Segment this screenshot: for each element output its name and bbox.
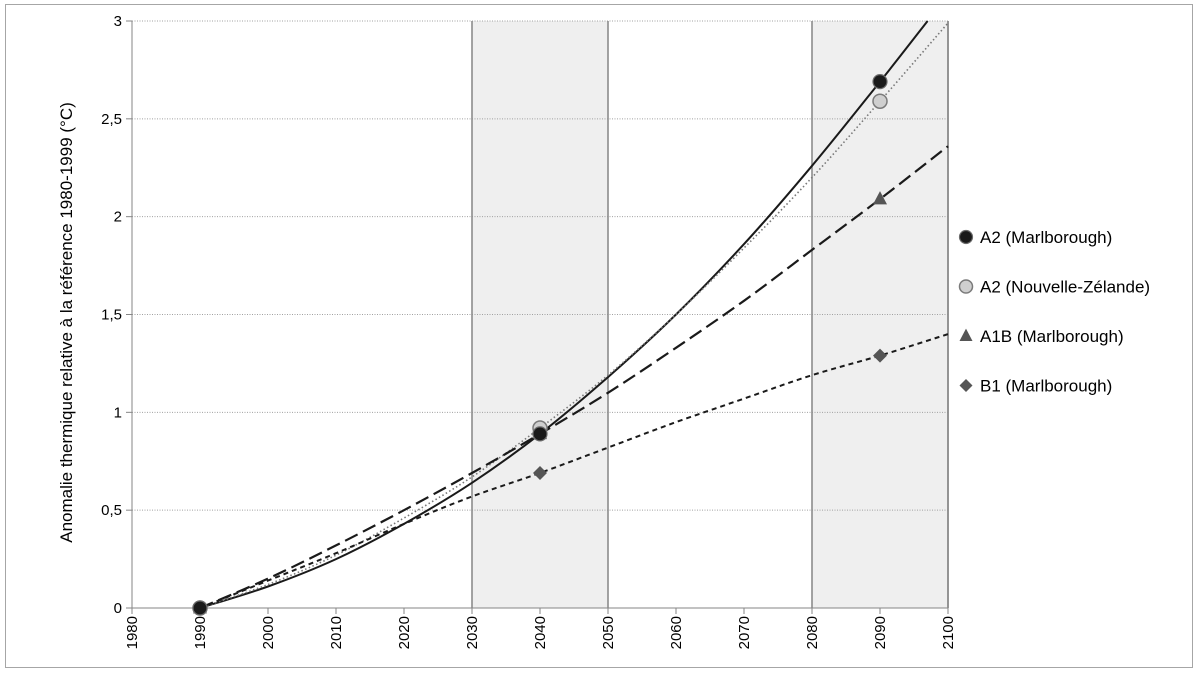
- x-tick-label-2050: 2050: [600, 616, 617, 649]
- series-line-4: [199, 333, 949, 609]
- x-tick-label-2080: 2080: [804, 616, 821, 649]
- y-tick-label-2: 1: [114, 404, 122, 421]
- y-tick-label-6: 3: [114, 13, 122, 30]
- line-chart: 1980 1990 2000 2010 2020 2030 2040 2050 2060 2070…: [57, 13, 1150, 649]
- y-axis-title: Anomalie thermique relative à la référen…: [57, 102, 76, 543]
- legend-marker-3: [959, 328, 973, 341]
- x-tick-labels: 1980 1990 2000 2010 2020 2030 2040 2050 2060 2070…: [124, 608, 957, 649]
- y-tick-label-5: 2,5: [101, 111, 122, 128]
- legend-label-4: B1 (Marlborough): [980, 377, 1112, 396]
- legend: A2 (Marlborough) A2 (Nouvelle-Zélande) A1B…: [958, 228, 1150, 396]
- x-tick-label-1980: 1980: [124, 616, 141, 649]
- x-tick-label-2000: 2000: [260, 616, 277, 649]
- x-tick-label-2040: 2040: [532, 616, 549, 649]
- legend-label-3: A1B (Marlborough): [980, 327, 1124, 346]
- y-tick-label-0: 0: [114, 600, 122, 617]
- y-tick-label-3: 1,5: [101, 307, 122, 324]
- marker-series-1-2090: [872, 74, 888, 90]
- x-tick-label-2090: 2090: [872, 616, 889, 649]
- marker-series-1-2040: [532, 426, 548, 442]
- series-line-1: [199, 20, 929, 609]
- series-markers: [192, 74, 888, 616]
- legend-marker-2: [958, 279, 974, 294]
- legend-marker-1: [958, 229, 974, 245]
- x-tick-label-2010: 2010: [328, 616, 345, 649]
- series-lines: [199, 20, 949, 610]
- series-line-3: [199, 145, 949, 610]
- marker-series-4-2040: [533, 465, 547, 480]
- x-tick-label-2070: 2070: [736, 616, 753, 649]
- marker-series-3-2090: [873, 191, 887, 205]
- chart-frame: 1980 1990 2000 2010 2020 2030 2040 2050 2060 2070…: [5, 4, 1193, 668]
- marker-series-4-2090: [873, 348, 887, 363]
- legend-label-1: A2 (Marlborough): [980, 228, 1112, 247]
- legend-marker-4: [959, 379, 973, 392]
- legend-label-2: A2 (Nouvelle-Zélande): [980, 278, 1150, 297]
- marker-series-1-1990: [192, 600, 208, 616]
- x-tick-label-2060: 2060: [668, 616, 685, 649]
- y-tick-labels: 0 0,5 1 1,5 2 2,5 3: [101, 13, 132, 617]
- x-tick-label-2020: 2020: [396, 616, 413, 649]
- x-tick-label-2030: 2030: [464, 616, 481, 649]
- x-tick-label-1990: 1990: [192, 616, 209, 649]
- x-tick-label-2100: 2100: [940, 616, 957, 649]
- y-tick-label-1: 0,5: [101, 502, 122, 519]
- marker-series-2-2090: [872, 93, 888, 109]
- y-tick-label-4: 2: [114, 209, 122, 226]
